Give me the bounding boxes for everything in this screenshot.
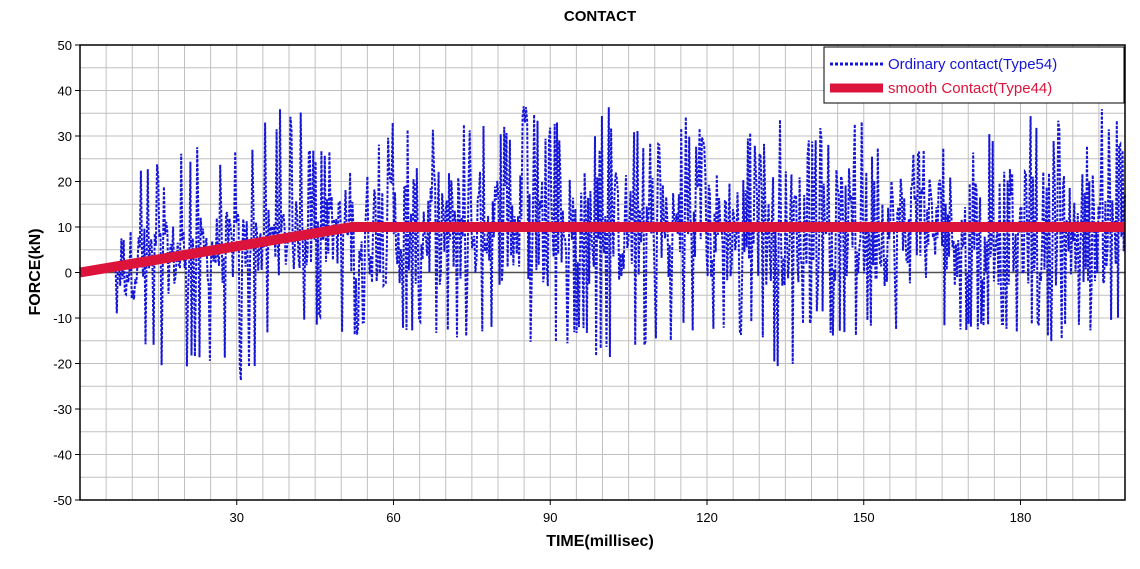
x-tick-label: 30 — [230, 510, 244, 525]
legend-box — [823, 46, 1125, 104]
y-tick-label: -20 — [53, 357, 72, 372]
ticks: 30 60 90 120 150 180 -50 -40 -30 -20 -10 0 10 20 30 40 5… — [53, 38, 1031, 525]
y-tick-label: -10 — [53, 311, 72, 326]
y-tick-label: 30 — [58, 129, 72, 144]
legend: Ordinary contact(Type54) smooth Contact(… — [823, 46, 1125, 104]
x-tick-label: 150 — [853, 510, 875, 525]
y-tick-label: 50 — [58, 38, 72, 53]
series-smooth-contact-line — [79, 222, 1125, 278]
x-tick-label: 180 — [1010, 510, 1032, 525]
x-tick-label: 120 — [696, 510, 718, 525]
y-axis-label: FORCE(kN) — [27, 228, 44, 315]
x-tick-label: 90 — [543, 510, 557, 525]
y-tick-label: 20 — [58, 175, 72, 190]
y-tick-label: -30 — [53, 402, 72, 417]
y-tick-label: -50 — [53, 493, 72, 508]
y-tick-label: -40 — [53, 448, 72, 463]
chart-title: CONTACT — [564, 8, 636, 25]
series-ordinary-contact-line — [79, 106, 1126, 381]
legend-label-smooth: smooth Contact(Type44) — [888, 80, 1052, 97]
y-tick-label: 10 — [58, 220, 72, 235]
x-axis-label: TIME(millisec) — [546, 533, 654, 550]
legend-label-ordinary: Ordinary contact(Type54) — [888, 56, 1057, 73]
y-tick-label: 40 — [58, 84, 72, 99]
y-tick-label: 0 — [65, 266, 72, 281]
x-tick-label: 60 — [386, 510, 400, 525]
series-layer — [79, 106, 1126, 381]
